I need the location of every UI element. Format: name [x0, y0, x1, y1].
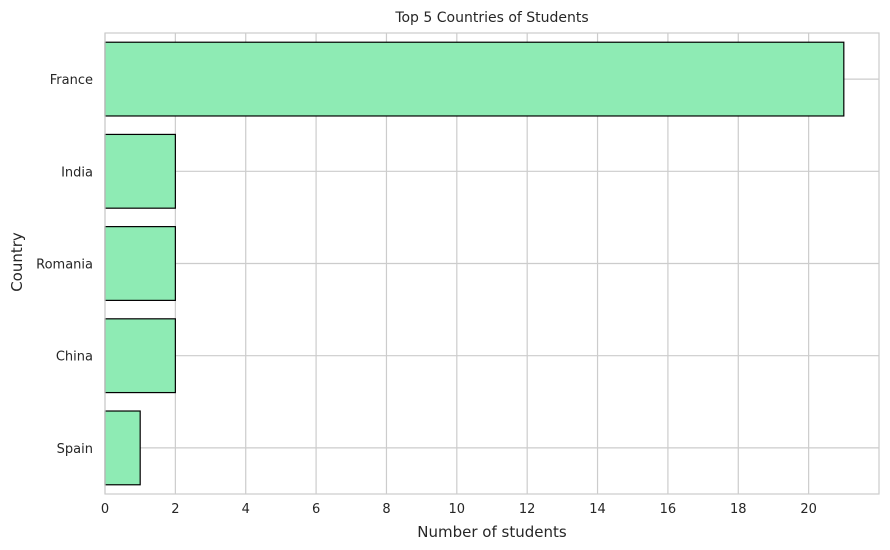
x-tick-label: 8	[382, 502, 390, 517]
chart-title: Top 5 Countries of Students	[394, 10, 588, 26]
y-tick-label: France	[50, 73, 93, 88]
x-tick-label: 18	[730, 502, 747, 517]
y-tick-label: Spain	[57, 442, 93, 457]
bar-france	[104, 41, 845, 117]
y-tick-label: China	[56, 350, 93, 365]
x-tick-label: 14	[589, 502, 606, 517]
x-tick-label: 12	[519, 502, 536, 517]
bar-china	[104, 318, 176, 394]
x-axis-ticks: 0 2 4 6 8 10 12 14 16 18 20	[101, 502, 817, 517]
x-tick-label: 10	[449, 502, 466, 517]
bar-spain	[104, 410, 141, 486]
bar-india	[104, 133, 176, 209]
y-axis-ticks: France India Romania China Spain	[36, 73, 93, 457]
y-axis-label: Country	[8, 232, 26, 292]
x-axis-label: Number of students	[417, 523, 567, 541]
x-tick-label: 0	[101, 502, 109, 517]
x-tick-label: 6	[312, 502, 320, 517]
x-tick-label: 2	[171, 502, 179, 517]
x-tick-label: 4	[242, 502, 250, 517]
bar-romania	[104, 226, 176, 301]
y-tick-label: India	[61, 165, 93, 180]
x-tick-label: 20	[800, 502, 817, 517]
plot-frame	[104, 32, 880, 495]
x-tick-label: 16	[660, 502, 677, 517]
bars	[104, 41, 845, 486]
y-tick-label: Romania	[36, 258, 93, 273]
